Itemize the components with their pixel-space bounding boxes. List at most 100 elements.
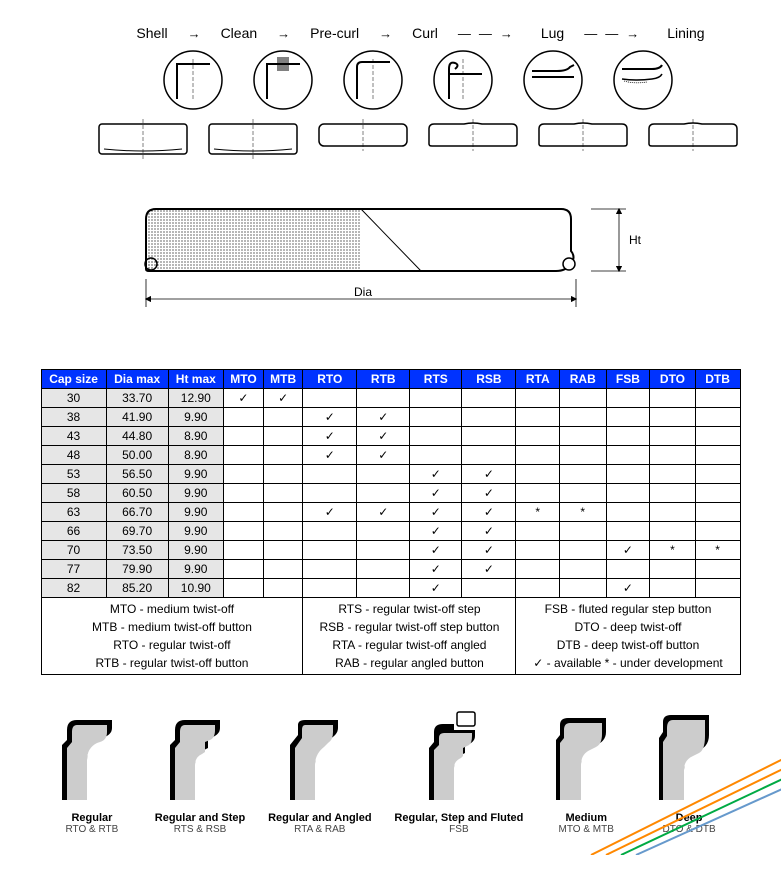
cell bbox=[223, 503, 263, 522]
cell bbox=[303, 465, 357, 484]
profile-medium-icon bbox=[546, 710, 626, 805]
cell bbox=[695, 484, 740, 503]
cell bbox=[650, 579, 695, 598]
profile: Regular, Step and Fluted FSB bbox=[394, 710, 523, 835]
cell bbox=[606, 427, 650, 446]
profile-regular-icon bbox=[52, 710, 132, 805]
cell bbox=[462, 408, 516, 427]
cell bbox=[410, 389, 462, 408]
cell: ✓ bbox=[357, 427, 410, 446]
col-header: RTO bbox=[303, 370, 357, 389]
cross-section-diagram: Ht Dia bbox=[20, 189, 761, 319]
process-step: Pre-curl→ bbox=[310, 25, 392, 41]
cell bbox=[650, 560, 695, 579]
cell: 48 bbox=[41, 446, 106, 465]
cell: 77 bbox=[41, 560, 106, 579]
cell: ✓ bbox=[606, 541, 650, 560]
cell: ✓ bbox=[462, 465, 516, 484]
cell bbox=[560, 484, 606, 503]
cell bbox=[516, 560, 560, 579]
cell: ✓ bbox=[303, 427, 357, 446]
cell bbox=[695, 560, 740, 579]
cell: ✓ bbox=[223, 389, 263, 408]
col-header: MTO bbox=[223, 370, 263, 389]
cell bbox=[357, 560, 410, 579]
cell bbox=[410, 446, 462, 465]
cell: 60.50 bbox=[106, 484, 168, 503]
cell bbox=[560, 389, 606, 408]
col-header: MTB bbox=[263, 370, 302, 389]
cell bbox=[606, 484, 650, 503]
profile-deep-icon bbox=[649, 710, 729, 805]
cell bbox=[695, 408, 740, 427]
cell: 58 bbox=[41, 484, 106, 503]
cell bbox=[606, 560, 650, 579]
cell bbox=[263, 541, 302, 560]
cell bbox=[303, 579, 357, 598]
cell bbox=[303, 560, 357, 579]
col-header: DTB bbox=[695, 370, 740, 389]
clean-icon bbox=[252, 49, 314, 111]
col-header: RAB bbox=[560, 370, 606, 389]
cell bbox=[357, 389, 410, 408]
cell: 9.90 bbox=[168, 408, 223, 427]
cell: * bbox=[516, 503, 560, 522]
profile-sub: RTA & RAB bbox=[268, 824, 372, 835]
cell bbox=[650, 446, 695, 465]
cell bbox=[263, 503, 302, 522]
cell bbox=[560, 427, 606, 446]
process-icons-row bbox=[20, 49, 761, 111]
cell bbox=[357, 522, 410, 541]
cell bbox=[303, 522, 357, 541]
cell bbox=[410, 408, 462, 427]
cell bbox=[462, 389, 516, 408]
profile: Regular RTO & RTB bbox=[52, 710, 132, 835]
profile-sub: RTO & RTB bbox=[52, 824, 132, 835]
cell bbox=[263, 484, 302, 503]
cell: * bbox=[650, 541, 695, 560]
cell: 66 bbox=[41, 522, 106, 541]
precurl-icon bbox=[342, 49, 404, 111]
cell bbox=[516, 408, 560, 427]
cell: ✓ bbox=[410, 465, 462, 484]
process-step: Lining bbox=[667, 25, 704, 41]
cell: ✓ bbox=[462, 484, 516, 503]
profile-sub: RTS & RSB bbox=[155, 824, 245, 835]
col-header: Cap size bbox=[41, 370, 106, 389]
process-step: Clean→ bbox=[221, 25, 291, 41]
cell: 9.90 bbox=[168, 522, 223, 541]
cell bbox=[357, 484, 410, 503]
cell bbox=[606, 408, 650, 427]
cell: 53 bbox=[41, 465, 106, 484]
cell: ✓ bbox=[410, 560, 462, 579]
cap-shell bbox=[94, 119, 192, 159]
cell bbox=[410, 427, 462, 446]
cell: 43 bbox=[41, 427, 106, 446]
cell: 70 bbox=[41, 541, 106, 560]
cell: ✓ bbox=[303, 503, 357, 522]
cell bbox=[560, 446, 606, 465]
cell bbox=[516, 541, 560, 560]
ht-label: Ht bbox=[629, 233, 642, 247]
cell: ✓ bbox=[263, 389, 302, 408]
profile-title: Regular and Angled bbox=[268, 812, 372, 824]
cell: ✓ bbox=[462, 541, 516, 560]
cell bbox=[303, 484, 357, 503]
cell bbox=[223, 579, 263, 598]
profile: Regular and Angled RTA & RAB bbox=[268, 710, 372, 835]
profile: Medium MTO & MTB bbox=[546, 710, 626, 835]
cell bbox=[223, 427, 263, 446]
cell bbox=[516, 484, 560, 503]
cell: 30 bbox=[41, 389, 106, 408]
cell bbox=[462, 579, 516, 598]
cell bbox=[263, 446, 302, 465]
cell bbox=[263, 427, 302, 446]
cell: 66.70 bbox=[106, 503, 168, 522]
profile-step-icon bbox=[160, 710, 240, 805]
cell bbox=[695, 465, 740, 484]
cell: ✓ bbox=[357, 503, 410, 522]
cell bbox=[516, 465, 560, 484]
cell bbox=[263, 408, 302, 427]
col-header: DTO bbox=[650, 370, 695, 389]
process-step: Lug——→ bbox=[541, 25, 647, 41]
